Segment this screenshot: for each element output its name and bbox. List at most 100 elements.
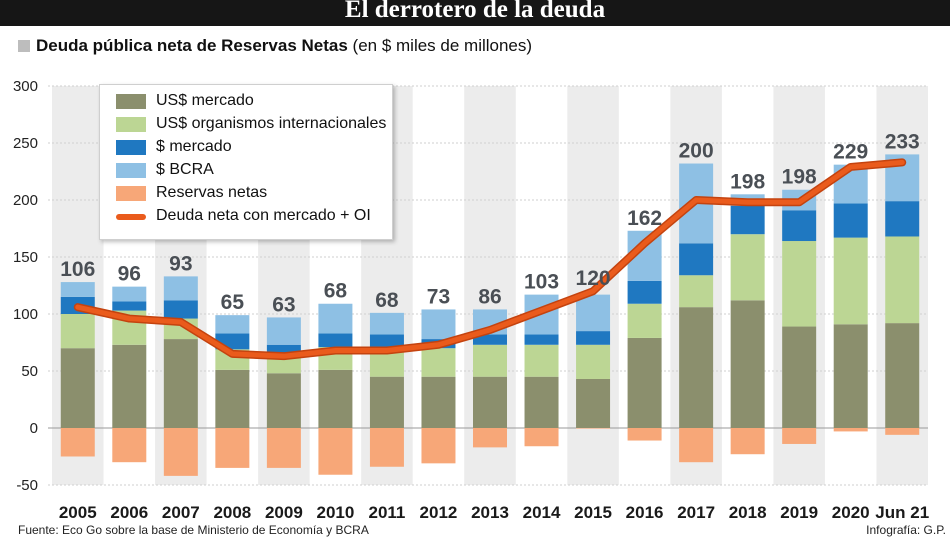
chart-subtitle: Deuda pública neta de Reservas Netas (en…	[18, 36, 532, 56]
bar-bcra	[266, 317, 301, 345]
subtitle-unit: (en $ miles de millones)	[352, 36, 533, 55]
bar-reservas	[215, 428, 250, 468]
legend-swatch-peso-mercado	[116, 140, 146, 155]
bar-peso-mercado	[112, 301, 147, 311]
legend-label-peso-mercado: $ mercado	[156, 138, 232, 155]
bar-us-mercado	[266, 373, 301, 428]
x-tick-label: 2006	[110, 503, 148, 522]
bar-peso-mercado	[163, 300, 198, 319]
x-tick-label: 2007	[162, 503, 200, 522]
bar-reservas	[524, 428, 559, 447]
legend-label-reservas: Reservas netas	[156, 184, 268, 201]
bar-peso-mercado	[524, 334, 559, 345]
bar-us-mercado	[163, 339, 198, 428]
bar-us-oi	[473, 344, 507, 377]
data-label: 103	[524, 271, 559, 294]
bar-reservas	[833, 428, 868, 432]
legend-swatch-bcra	[116, 163, 146, 178]
bar-reservas	[369, 428, 404, 467]
bar-us-oi	[524, 344, 559, 377]
x-tick-label: 2018	[729, 503, 767, 522]
bar-bcra	[60, 282, 95, 297]
y-tick-label: 250	[13, 135, 38, 152]
bar-us-mercado	[730, 300, 765, 428]
legend-label-bcra: $ BCRA	[156, 161, 214, 178]
bar-reservas	[782, 428, 817, 444]
data-label: 198	[730, 170, 765, 193]
bar-reservas	[679, 428, 714, 463]
bar-reservas	[318, 428, 353, 475]
bar-reservas	[266, 428, 301, 468]
debt-line	[75, 159, 905, 359]
bar-us-mercado	[421, 376, 456, 428]
bar-us-mercado	[782, 326, 817, 428]
x-tick-label: Jun 21	[875, 503, 929, 522]
legend-label-us-mercado: US$ mercado	[156, 92, 254, 109]
y-tick-label: 50	[21, 363, 38, 380]
bar-bcra	[215, 315, 250, 334]
bar-us-oi	[369, 350, 404, 377]
x-tick-label: 2014	[523, 503, 561, 522]
y-tick-label: 200	[13, 192, 38, 209]
legend-label-us-oi: US$ organismos internacionales	[156, 115, 387, 132]
x-tick-label: 2009	[265, 503, 303, 522]
x-tick-label: 2017	[677, 503, 715, 522]
data-label: 200	[679, 140, 714, 163]
data-label: 229	[833, 141, 868, 164]
bar-us-mercado	[60, 348, 95, 428]
bar-reservas	[730, 428, 765, 455]
bar-peso-mercado	[885, 201, 920, 237]
bar-peso-mercado	[627, 280, 662, 304]
x-tick-label: 2015	[574, 503, 612, 522]
data-label: 120	[576, 267, 611, 290]
bar-us-oi	[627, 303, 662, 338]
bar-us-mercado	[112, 344, 147, 428]
y-tick-label: 0	[30, 420, 38, 437]
legend-swatch-deuda-line	[116, 214, 146, 220]
bar-us-mercado	[885, 323, 920, 428]
x-tick-label: 2010	[316, 503, 354, 522]
data-label: 93	[169, 252, 192, 275]
bar-peso-mercado	[576, 331, 611, 345]
infographic-title: El derrotero de la deuda	[0, 0, 950, 26]
bar-us-mercado	[833, 324, 868, 428]
bar-reservas	[627, 428, 662, 441]
bar-peso-mercado	[679, 243, 714, 276]
bar-us-mercado	[524, 376, 559, 428]
bar-peso-mercado	[473, 334, 507, 345]
bar-reservas	[421, 428, 456, 464]
bar-us-mercado	[318, 369, 353, 428]
bar-reservas	[60, 428, 95, 457]
bar-us-mercado	[576, 378, 611, 428]
x-tick-label: 2013	[471, 503, 509, 522]
bar-us-oi	[679, 275, 714, 308]
data-label: 73	[427, 285, 450, 308]
bar-us-oi	[885, 236, 920, 324]
bar-us-oi	[266, 356, 301, 374]
y-tick-label: 300	[13, 78, 38, 95]
bar-us-mercado	[627, 337, 662, 428]
y-tick-label: 100	[13, 306, 38, 323]
bar-reservas	[576, 428, 611, 429]
x-tick-label: 2019	[780, 503, 818, 522]
credit-note: Infografía: G.P.	[866, 523, 946, 537]
subtitle-square-icon	[18, 40, 30, 52]
data-label: 68	[324, 280, 348, 303]
bar-reservas	[885, 428, 920, 435]
bar-peso-mercado	[833, 203, 868, 238]
bar-bcra	[318, 303, 353, 334]
data-label: 198	[782, 166, 817, 189]
bar-peso-mercado	[318, 333, 353, 348]
y-tick-label: 150	[13, 249, 38, 266]
legend-swatch-us-mercado	[116, 94, 146, 109]
bar-us-oi	[60, 314, 95, 349]
x-tick-label: 2005	[59, 503, 97, 522]
data-label: 162	[627, 207, 662, 230]
bar-us-oi	[833, 237, 868, 325]
data-label: 65	[221, 291, 245, 314]
bar-peso-mercado	[730, 205, 765, 235]
data-label: 96	[118, 263, 141, 286]
data-label: 233	[885, 130, 920, 153]
bar-us-mercado	[215, 369, 250, 428]
x-tick-label: 2020	[832, 503, 870, 522]
